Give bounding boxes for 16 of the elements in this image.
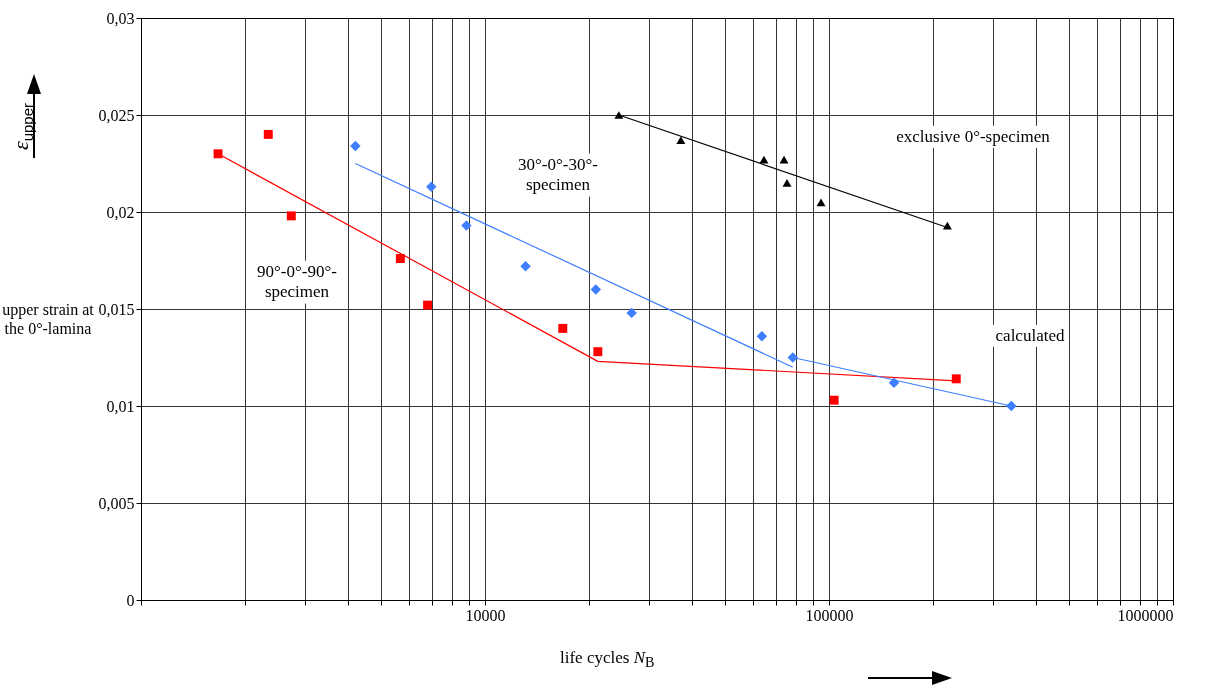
y-tick-label: 0,01: [106, 397, 135, 415]
y-tick-label: 0: [126, 591, 135, 609]
annotation: exclusive 0°-specimen: [892, 125, 1054, 149]
y-tick-label: 0,025: [98, 106, 135, 124]
x-tick-label: 100000: [805, 606, 854, 624]
annotation: 30°-0°-30°- specimen: [514, 153, 602, 197]
y-tick-label: 0,005: [98, 494, 135, 512]
annotation: 90°-0°-90°- specimen: [253, 260, 341, 304]
y-axis-title: upper strain at the 0°-lamina: [2, 300, 94, 339]
y-tick-label: 0,03: [106, 9, 135, 27]
x-axis-title: life cycles N$_{B}$: [560, 648, 655, 672]
y-tick-label: 0,02: [106, 203, 135, 221]
annotation: calculated: [991, 324, 1069, 348]
y-tick-label: 0,015: [98, 300, 135, 318]
x-tick-label: 10000: [465, 606, 506, 624]
x-tick-label: 1000000: [1117, 606, 1174, 624]
